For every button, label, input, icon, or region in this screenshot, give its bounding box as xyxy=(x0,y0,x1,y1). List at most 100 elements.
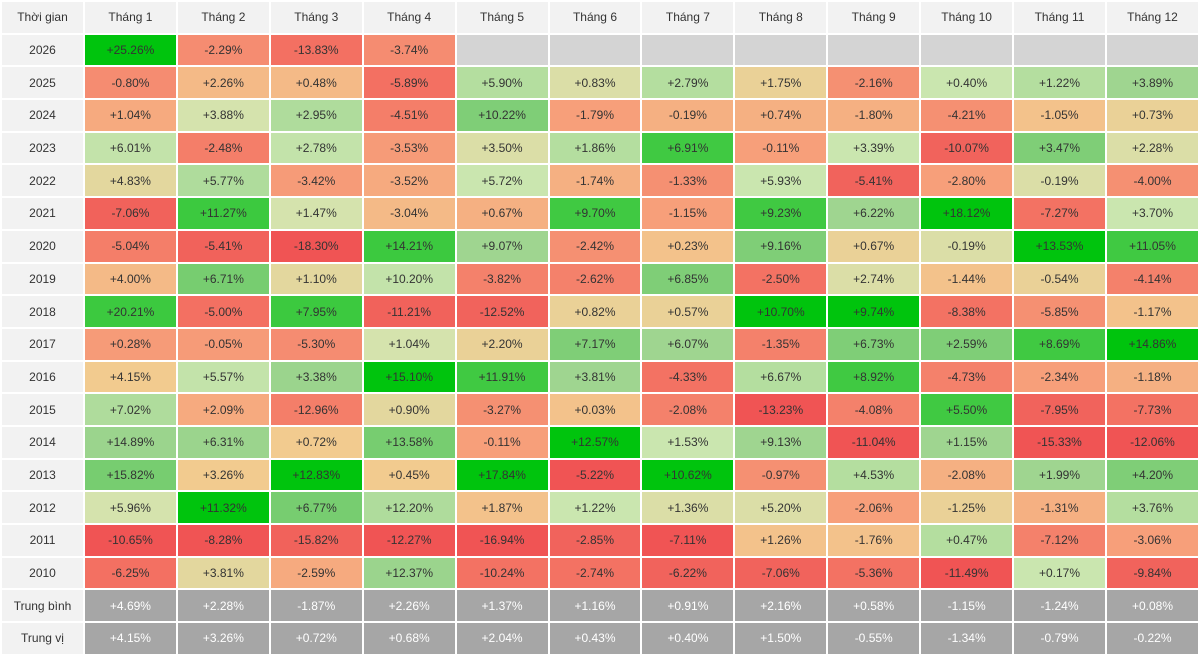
return-cell: -10.65% xyxy=(85,525,176,556)
year-label: 2011 xyxy=(2,525,83,556)
return-cell: +9.16% xyxy=(735,230,827,262)
return-cell: -7.73% xyxy=(1106,394,1198,425)
return-cell: -5.22% xyxy=(549,459,641,491)
summary-cell: +0.58% xyxy=(828,590,920,622)
return-cell: +2.95% xyxy=(270,100,362,131)
return-cell: -11.04% xyxy=(828,426,920,458)
summary-cell: +0.68% xyxy=(363,623,455,654)
return-cell: +1.04% xyxy=(363,328,455,360)
return-cell: -9.84% xyxy=(1106,557,1198,589)
return-cell: -2.34% xyxy=(1014,361,1105,393)
return-cell: -6.25% xyxy=(85,557,176,589)
return-cell: +1.10% xyxy=(270,263,362,295)
return-cell: +12.20% xyxy=(363,492,455,523)
summary-cell: -0.22% xyxy=(1106,623,1198,654)
return-cell: -4.14% xyxy=(1106,263,1198,295)
return-cell: -5.41% xyxy=(828,165,920,197)
summary-cell: -1.87% xyxy=(270,590,362,622)
return-cell: +3.88% xyxy=(177,100,269,131)
summary-cell: +2.16% xyxy=(735,590,827,622)
return-cell: +3.47% xyxy=(1014,132,1105,164)
return-cell: -2.80% xyxy=(921,165,1013,197)
year-row: 2021 -7.06% +11.27% +1.47% -3.04% +0.67% +9.70… xyxy=(2,198,1198,229)
month-header: Tháng 4 xyxy=(363,2,455,33)
year-label: 2012 xyxy=(2,492,83,523)
return-cell: +6.85% xyxy=(642,263,734,295)
return-cell: -0.11% xyxy=(456,426,548,458)
summary-row: Trung bình +4.69% +2.28% -1.87% +2.26% +1.37%… xyxy=(2,590,1198,622)
empty-cell xyxy=(456,34,548,66)
summary-cell: +1.16% xyxy=(549,590,641,622)
return-cell: -0.05% xyxy=(177,328,269,360)
year-row: 2025 -0.80% +2.26% +0.48% -5.89% +5.90% +0.83%… xyxy=(2,67,1198,99)
return-cell: -1.18% xyxy=(1106,361,1198,393)
month-header: Tháng 12 xyxy=(1106,2,1198,33)
summary-cell: +0.43% xyxy=(549,623,641,654)
return-cell: -1.31% xyxy=(1014,492,1105,523)
return-cell: -2.08% xyxy=(642,394,734,425)
return-cell: -4.33% xyxy=(642,361,734,393)
return-cell: -3.74% xyxy=(363,34,455,66)
return-cell: +5.90% xyxy=(456,67,548,99)
empty-cell xyxy=(1014,34,1105,66)
return-cell: +5.93% xyxy=(735,165,827,197)
return-cell: +1.53% xyxy=(642,426,734,458)
return-cell: +0.74% xyxy=(735,100,827,131)
return-cell: +2.20% xyxy=(456,328,548,360)
return-cell: +5.57% xyxy=(177,361,269,393)
month-header: Tháng 2 xyxy=(177,2,269,33)
return-cell: -1.79% xyxy=(549,100,641,131)
year-row: 2017 +0.28% -0.05% -5.30% +1.04% +2.20% +7.17%… xyxy=(2,328,1198,360)
return-cell: +5.50% xyxy=(921,394,1013,425)
return-cell: +1.75% xyxy=(735,67,827,99)
return-cell: +1.86% xyxy=(549,132,641,164)
return-cell: +3.39% xyxy=(828,132,920,164)
summary-cell: -1.24% xyxy=(1014,590,1105,622)
year-label: 2019 xyxy=(2,263,83,295)
return-cell: +10.20% xyxy=(363,263,455,295)
return-cell: -4.00% xyxy=(1106,165,1198,197)
return-cell: -3.27% xyxy=(456,394,548,425)
return-cell: -0.19% xyxy=(642,100,734,131)
return-cell: +12.57% xyxy=(549,426,641,458)
return-cell: +2.79% xyxy=(642,67,734,99)
return-cell: +1.99% xyxy=(1014,459,1105,491)
return-cell: -1.17% xyxy=(1106,296,1198,327)
return-cell: +2.28% xyxy=(1106,132,1198,164)
return-cell: -3.82% xyxy=(456,263,548,295)
year-row: 2014 +14.89% +6.31% +0.72% +13.58% -0.11% +12.… xyxy=(2,426,1198,458)
return-cell: +1.15% xyxy=(921,426,1013,458)
return-cell: +0.48% xyxy=(270,67,362,99)
return-cell: +0.17% xyxy=(1014,557,1105,589)
year-label: 2018 xyxy=(2,296,83,327)
return-cell: +1.04% xyxy=(85,100,176,131)
summary-cell: -0.55% xyxy=(828,623,920,654)
return-cell: -4.73% xyxy=(921,361,1013,393)
summary-cell: +0.91% xyxy=(642,590,734,622)
return-cell: -0.19% xyxy=(1014,165,1105,197)
return-cell: -5.04% xyxy=(85,230,176,262)
return-cell: +3.81% xyxy=(549,361,641,393)
return-cell: +0.82% xyxy=(549,296,641,327)
return-cell: +0.73% xyxy=(1106,100,1198,131)
return-cell: -11.21% xyxy=(363,296,455,327)
return-cell: -6.22% xyxy=(642,557,734,589)
year-row: 2011 -10.65% -8.28% -15.82% -12.27% -16.94% -2… xyxy=(2,525,1198,556)
return-cell: +0.23% xyxy=(642,230,734,262)
year-row: 2026 +25.26% -2.29% -13.83% -3.74% xyxy=(2,34,1198,66)
return-cell: +5.77% xyxy=(177,165,269,197)
return-cell: -2.74% xyxy=(549,557,641,589)
year-label: 2017 xyxy=(2,328,83,360)
return-cell: +11.05% xyxy=(1106,230,1198,262)
return-cell: +6.07% xyxy=(642,328,734,360)
return-cell: -4.51% xyxy=(363,100,455,131)
return-cell: -13.83% xyxy=(270,34,362,66)
return-cell: +1.47% xyxy=(270,198,362,229)
return-cell: -12.52% xyxy=(456,296,548,327)
return-cell: -2.59% xyxy=(270,557,362,589)
return-cell: +6.91% xyxy=(642,132,734,164)
return-cell: -2.48% xyxy=(177,132,269,164)
return-cell: +3.89% xyxy=(1106,67,1198,99)
return-cell: -11.49% xyxy=(921,557,1013,589)
return-cell: +9.74% xyxy=(828,296,920,327)
